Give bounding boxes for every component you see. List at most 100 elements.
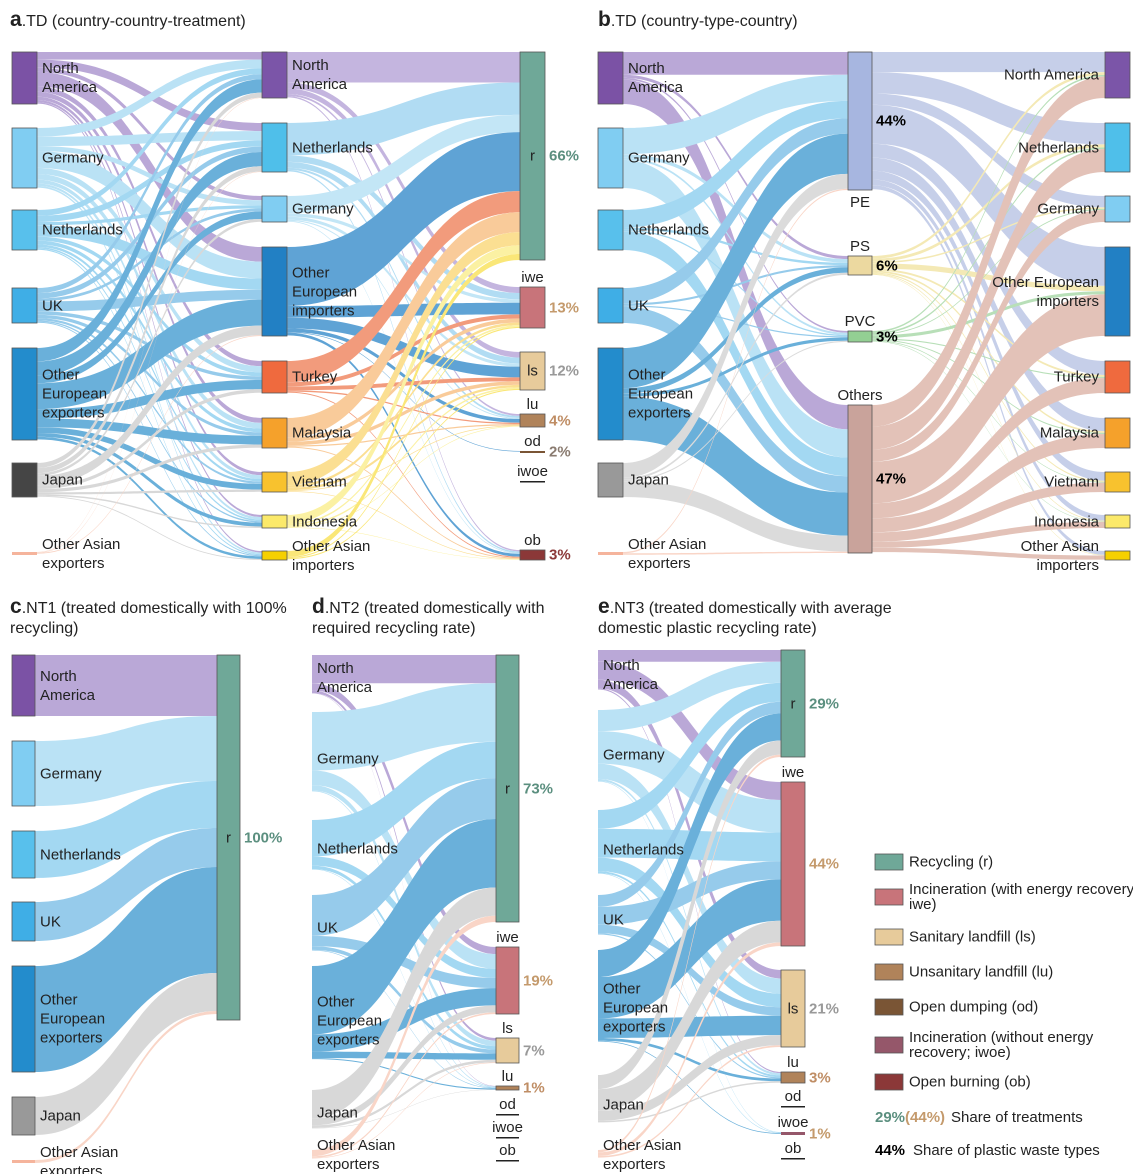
flow xyxy=(623,52,848,75)
share-label: 7% xyxy=(523,1042,545,1059)
node xyxy=(519,51,546,261)
node xyxy=(1104,417,1131,449)
flow xyxy=(598,701,781,907)
flow xyxy=(872,291,1105,339)
legend-label: Open dumping (od) xyxy=(909,998,1039,1016)
flow xyxy=(872,170,1105,481)
node-label: Netherlands xyxy=(292,139,373,156)
flow xyxy=(37,495,262,560)
node xyxy=(496,1160,519,1162)
flow xyxy=(623,118,848,304)
flow xyxy=(287,52,520,83)
flow xyxy=(287,328,520,423)
flow xyxy=(312,778,496,936)
flow xyxy=(37,314,262,436)
node xyxy=(520,451,545,453)
node-label: r xyxy=(505,780,510,797)
node-label: North America xyxy=(628,60,684,96)
node-label: Vietnam xyxy=(292,473,347,491)
flow xyxy=(623,396,848,536)
flow xyxy=(37,151,262,376)
node-label: lu xyxy=(501,1068,514,1085)
flow xyxy=(37,71,262,262)
node xyxy=(519,286,546,329)
node xyxy=(495,1085,520,1091)
flow xyxy=(872,76,1105,427)
node xyxy=(780,1071,806,1084)
flow xyxy=(312,683,496,771)
flow xyxy=(598,873,781,1134)
flow xyxy=(287,317,520,378)
share-label: 100% xyxy=(244,829,283,846)
flow xyxy=(872,149,1105,450)
flow xyxy=(287,424,520,447)
legend-label: Open burning (ob) xyxy=(909,1073,1031,1091)
panel-title: e.NT3 (treated domestically with average… xyxy=(598,595,938,639)
flow-group xyxy=(37,52,262,560)
panel-letter: d xyxy=(312,595,325,618)
panel-letter: a xyxy=(10,8,22,31)
node xyxy=(11,965,36,1073)
node-label: Germany xyxy=(317,750,379,767)
panel-title-text: .TD (country-type-country) xyxy=(610,13,798,30)
flow xyxy=(37,236,262,377)
flow xyxy=(35,973,217,1135)
node xyxy=(261,246,288,337)
node xyxy=(520,481,545,483)
node-label: Other European importers xyxy=(292,264,358,319)
node-label: od xyxy=(524,433,541,450)
panel-letter: c xyxy=(10,595,22,618)
flow xyxy=(598,1045,781,1158)
share-label: 13% xyxy=(549,299,580,316)
legend-label: Recycling (r) xyxy=(909,853,994,871)
flow xyxy=(37,171,262,553)
flow xyxy=(35,716,217,806)
node xyxy=(1104,195,1131,223)
node xyxy=(519,549,546,561)
flow xyxy=(37,179,262,480)
flow xyxy=(312,1012,496,1158)
share-label: 47% xyxy=(876,470,907,488)
flow xyxy=(872,547,1105,560)
flow xyxy=(37,494,262,528)
flow xyxy=(598,650,781,662)
flow xyxy=(598,1035,781,1121)
flow xyxy=(37,100,262,518)
node xyxy=(597,462,624,498)
node-label: Other Asian exporters xyxy=(603,1137,682,1173)
panel-title-text: .NT2 (treated domestically with required… xyxy=(312,600,545,637)
node-label: od xyxy=(784,1088,802,1105)
flow xyxy=(287,161,520,364)
flow xyxy=(312,818,496,1035)
share-label: 4% xyxy=(549,412,571,429)
flow xyxy=(623,551,848,555)
flow-group xyxy=(287,52,520,560)
node xyxy=(1104,246,1131,337)
flow xyxy=(35,828,217,941)
flow xyxy=(287,384,520,491)
flow xyxy=(312,935,496,989)
flow xyxy=(623,173,848,478)
panel-letter: e xyxy=(598,595,610,618)
node-label: iwoe xyxy=(777,1114,809,1131)
legend-treatment-share: 29%(44%) Share of treatments xyxy=(875,1110,1133,1125)
flow xyxy=(872,93,1105,208)
node-label: iwe xyxy=(781,764,805,781)
node-label: Germany xyxy=(40,765,102,782)
flow xyxy=(37,74,262,294)
node-label: Other European exporters xyxy=(40,991,106,1047)
node xyxy=(1104,550,1131,561)
node-label: Other Asian exporters xyxy=(42,535,121,572)
flow xyxy=(312,683,496,955)
share-label: 44% xyxy=(876,112,907,130)
node xyxy=(597,51,624,105)
node-label: Japan xyxy=(40,1107,81,1125)
node xyxy=(11,51,38,105)
flow xyxy=(37,185,262,555)
node-label: PVC xyxy=(844,313,876,330)
flow xyxy=(287,132,520,306)
node xyxy=(216,654,241,1021)
panel-title: b.TD (country-type-country) xyxy=(598,9,998,32)
flow xyxy=(37,335,262,554)
flow xyxy=(287,191,520,383)
